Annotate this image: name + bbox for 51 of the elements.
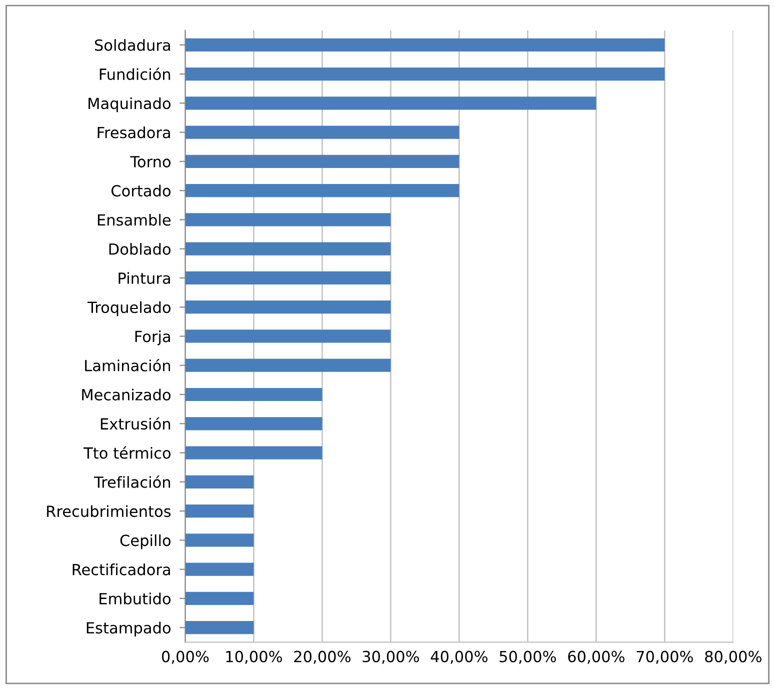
y-tick-label: Estampado [86, 622, 170, 637]
y-tick-label: Pintura [118, 272, 170, 284]
y-tick-label: Trefilación [94, 475, 170, 488]
bar [185, 271, 391, 285]
y-tick-label: Torno [130, 156, 170, 168]
y-tick-label: Mecanizado [82, 388, 170, 401]
x-tick-label: 0,00% [162, 650, 209, 664]
bar [185, 475, 254, 488]
bar [185, 446, 322, 460]
y-tick-label: Laminación [85, 358, 170, 372]
y-tick-label: Cepillo [120, 534, 170, 550]
bar [185, 388, 322, 402]
y-tick-label: Doblado [109, 243, 170, 255]
bar [185, 300, 391, 314]
x-tick-label: 20,00% [294, 650, 350, 664]
bar [185, 417, 322, 430]
bar [185, 330, 391, 343]
x-tick-label: 60,00% [568, 650, 624, 664]
y-tick-label: Soldadura [94, 39, 170, 51]
bar [185, 358, 391, 372]
x-tick-label: 30,00% [362, 650, 419, 664]
y-tick-label: Extrusión [100, 417, 170, 430]
bar [185, 504, 254, 518]
y-tick-label: Ensamble [98, 214, 171, 226]
x-tick-label: 40,00% [430, 650, 488, 664]
y-tick-label: Embutido [100, 592, 170, 604]
x-tick-label: 10,00% [226, 650, 282, 664]
bar [185, 96, 596, 110]
y-tick-label: Rrecubrimientos [47, 505, 171, 518]
bar [185, 562, 254, 576]
bar [185, 534, 254, 547]
bar [185, 242, 391, 256]
y-tick-label: Rectificadora [72, 564, 170, 576]
bar [185, 38, 665, 52]
bar [185, 592, 254, 605]
bar [185, 621, 254, 634]
bar [185, 67, 665, 81]
y-tick-label: Troquelado [87, 301, 170, 316]
y-tick-label: Forja [135, 330, 170, 346]
y-tick-label: Fundición [100, 68, 170, 80]
bar [185, 154, 460, 168]
y-tick-label: Maquinado [88, 97, 170, 112]
y-tick-label: Fresadora [98, 126, 170, 138]
y-tick-label: Tto térmico [83, 446, 171, 459]
x-tick-label: 50,00% [500, 650, 556, 664]
bar [185, 213, 391, 226]
x-tick-label: 80,00% [705, 650, 762, 664]
x-tick-label: 70,00% [636, 650, 693, 664]
y-tick-label: Cortado [111, 184, 170, 197]
bar [185, 184, 460, 198]
bar [185, 126, 460, 139]
